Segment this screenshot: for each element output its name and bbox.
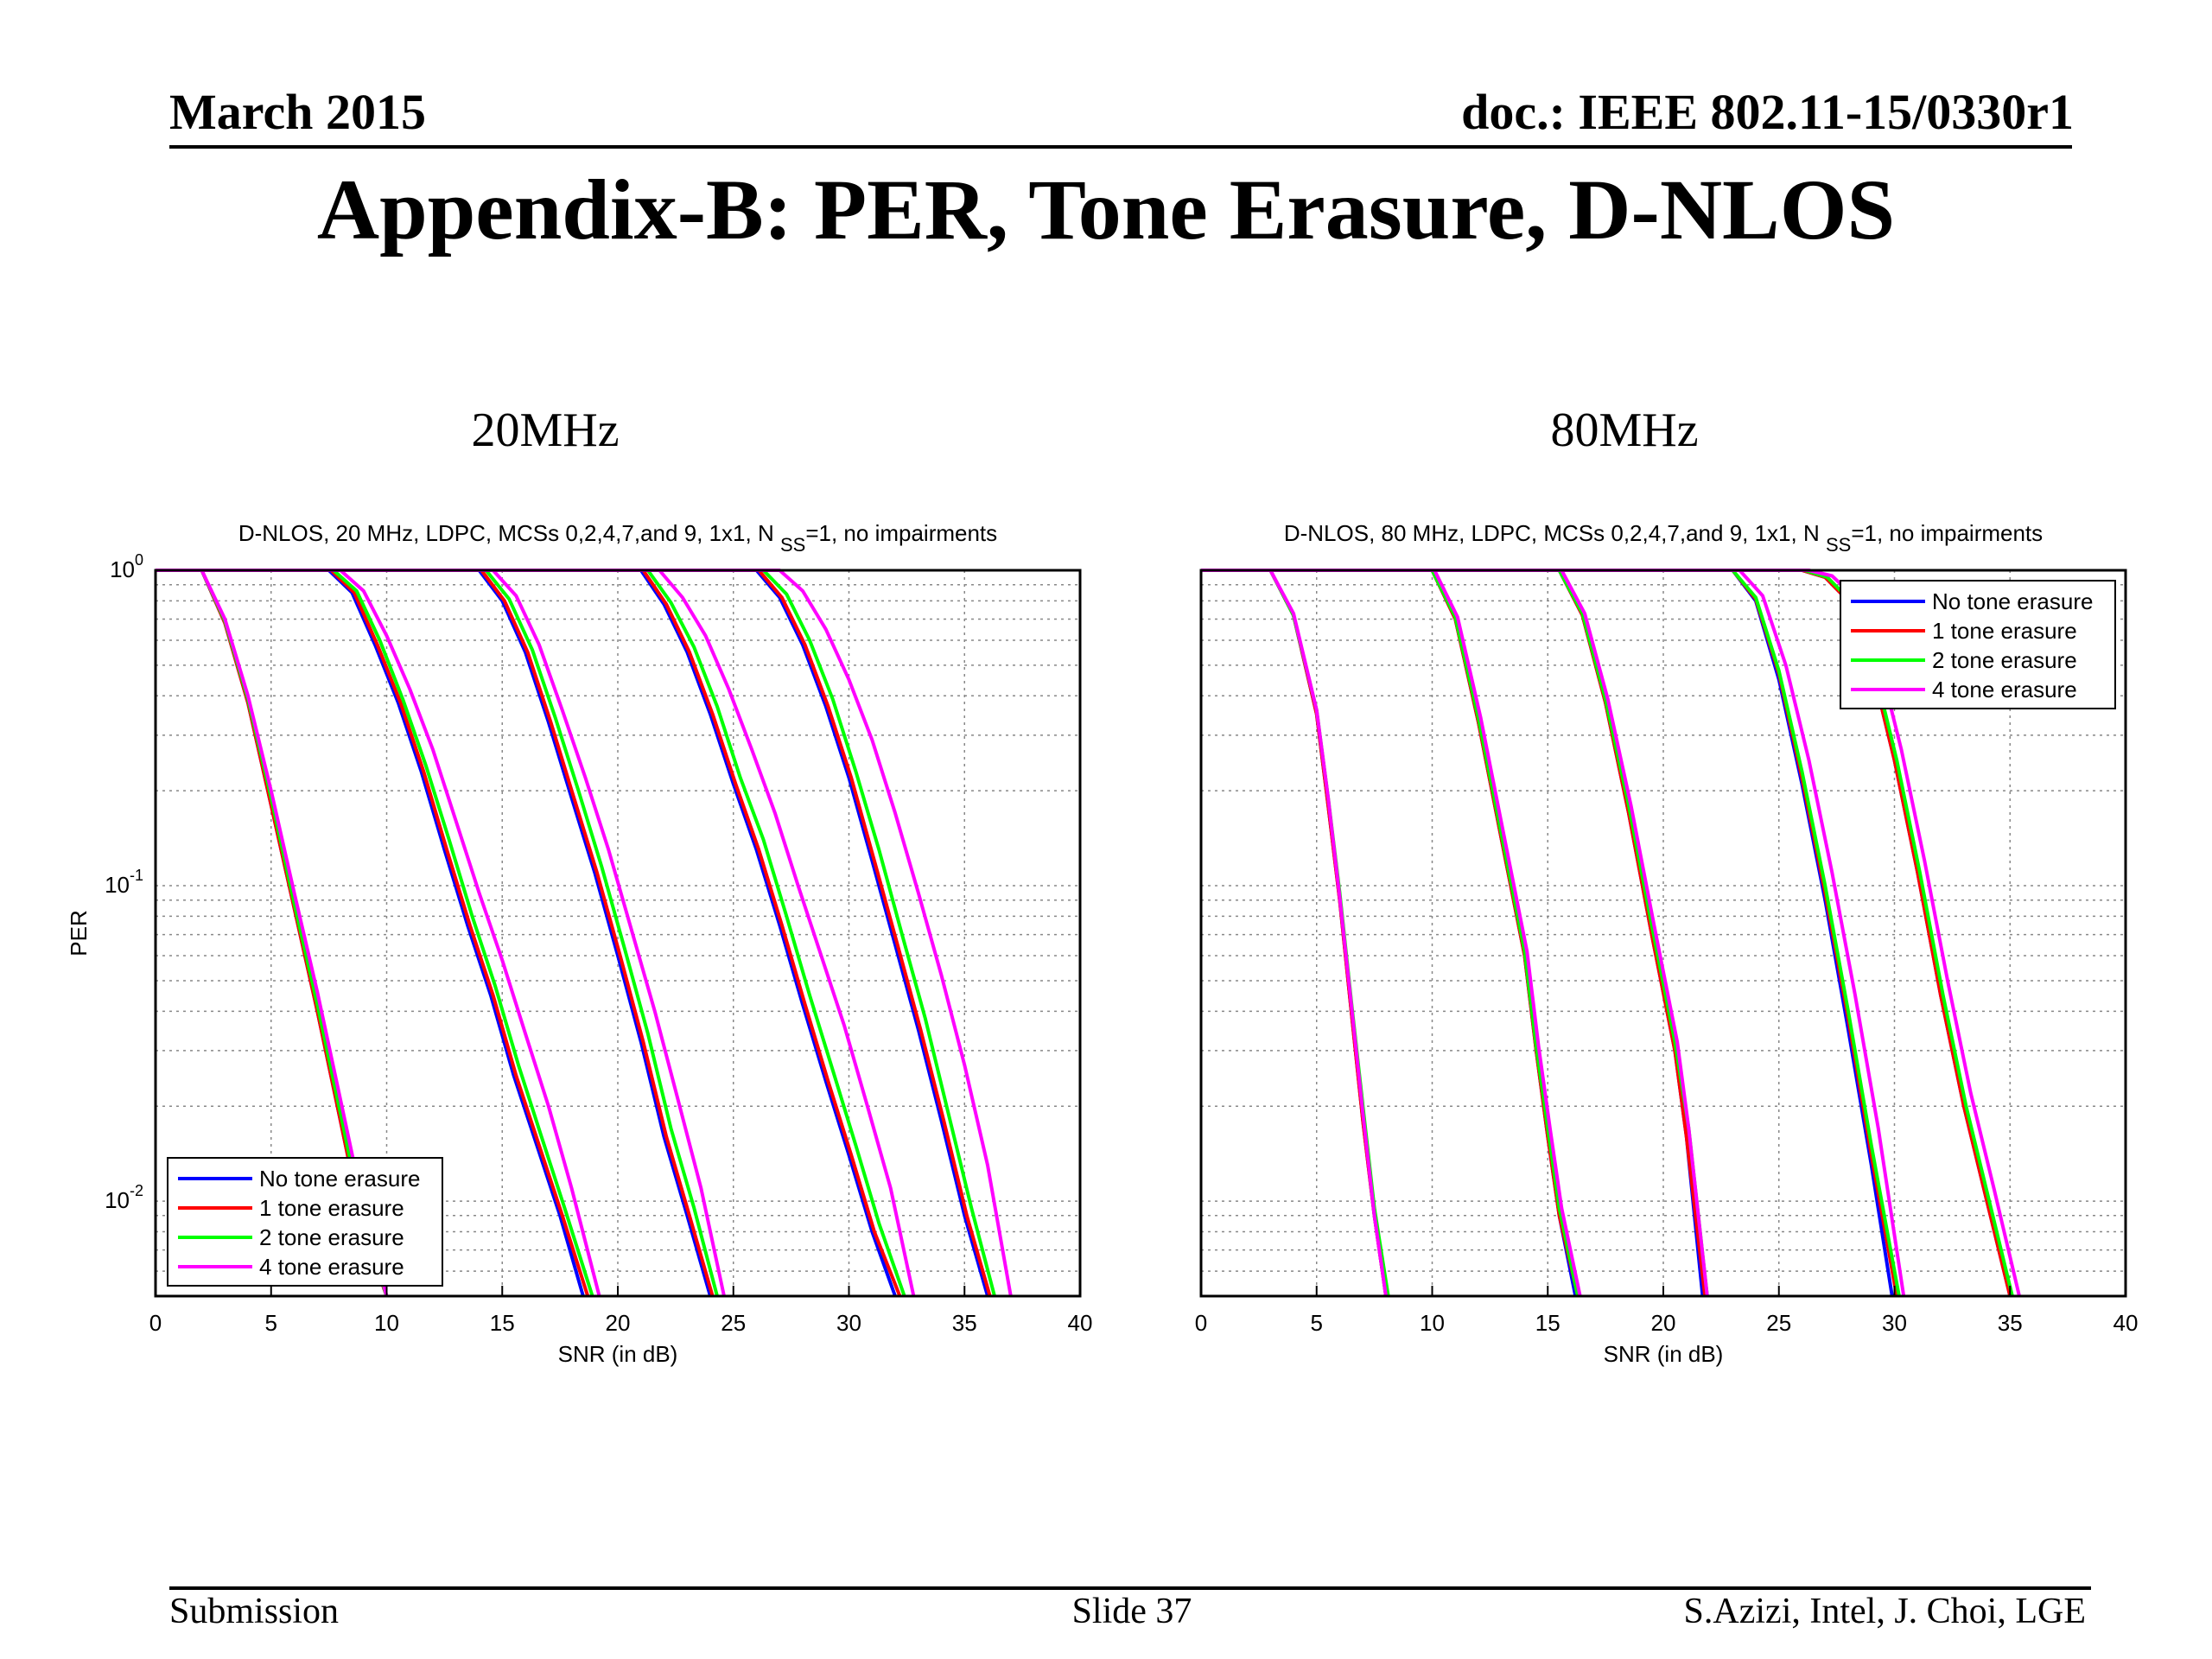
y-tick-label: 10-1: [105, 867, 143, 898]
per-curve: [1201, 569, 1582, 1297]
x-tick-label: 40: [2113, 1310, 2139, 1336]
x-tick-label: 10: [1420, 1310, 1445, 1336]
per-curve: [1201, 569, 1707, 1297]
x-tick-label: 35: [1998, 1310, 2023, 1336]
chart-title: D-NLOS, 80 MHz, LDPC, MCSs 0,2,4,7,and 9…: [1284, 520, 2043, 556]
footer-authors: S.Azizi, Intel, J. Choi, LGE: [1683, 1592, 2086, 1631]
per-curve: [156, 569, 601, 1297]
per-curve: [1201, 569, 2014, 1297]
per-curve: [1201, 569, 1906, 1297]
per-curve: [156, 569, 712, 1297]
header-doc-id: doc.: IEEE 802.11-15/0330r1: [1461, 84, 2074, 140]
header-rule: [169, 145, 2072, 149]
x-tick-label: 30: [1882, 1310, 1907, 1336]
per-curve: [1201, 569, 1388, 1297]
legend-label: No tone erasure: [1932, 588, 2093, 614]
x-axis-label: SNR (in dB): [1604, 1341, 1724, 1367]
per-curve: [156, 569, 594, 1297]
per-curve: [156, 569, 906, 1297]
header-date: March 2015: [169, 84, 426, 140]
x-tick-label: 0: [149, 1310, 162, 1336]
per-curve: [156, 569, 1013, 1297]
series-2-tone-erasure: [156, 569, 996, 1297]
per-curve: [156, 569, 590, 1297]
x-tick-label: 5: [265, 1310, 277, 1336]
x-tick-label: 35: [952, 1310, 977, 1336]
x-tick-label: 25: [721, 1310, 746, 1336]
panel-label-80mhz: 80MHz: [1550, 404, 1699, 457]
per-curve: [1201, 569, 1709, 1297]
x-tick-label: 30: [836, 1310, 861, 1336]
per-curve: [156, 569, 996, 1297]
per-curve: [156, 569, 715, 1297]
legend-label: 4 tone erasure: [1932, 677, 2077, 702]
per-curve: [156, 569, 719, 1297]
per-curve: [156, 569, 726, 1297]
per-curve: [1201, 569, 1388, 1297]
per-curve: [156, 569, 389, 1297]
x-tick-label: 20: [606, 1310, 631, 1336]
x-tick-label: 20: [1651, 1310, 1676, 1336]
series-4-tone-erasure: [1201, 569, 2021, 1297]
per-curve: [1201, 569, 1390, 1297]
per-curve: [1201, 569, 1388, 1297]
legend-label: 1 tone erasure: [259, 1195, 404, 1221]
footer-rule: [169, 1586, 2091, 1590]
per-curve: [156, 569, 902, 1297]
x-tick-label: 10: [374, 1310, 399, 1336]
legend: No tone erasure 1 tone erasure 2 tone eras…: [1840, 580, 2116, 709]
per-curve: [156, 569, 916, 1297]
footer-slide-number: Slide 37: [1071, 1592, 1192, 1631]
y-tick-label: 100: [110, 551, 143, 582]
legend-label: 4 tone erasure: [259, 1254, 404, 1280]
per-curve: [156, 569, 897, 1297]
y-axis-label: PER: [66, 910, 92, 956]
legend: No tone erasure 1 tone erasure 2 tone eras…: [167, 1157, 443, 1287]
y-tick-label: 10-2: [105, 1182, 143, 1213]
legend-label: 2 tone erasure: [1932, 647, 2077, 673]
x-tick-label: 15: [1535, 1310, 1560, 1336]
per-curve: [1201, 569, 1901, 1297]
legend-label: 1 tone erasure: [1932, 618, 2077, 644]
series-4-tone-erasure: [156, 569, 1013, 1297]
x-tick-label: 15: [490, 1310, 515, 1336]
per-curve: [156, 569, 992, 1297]
x-tick-label: 5: [1311, 1310, 1323, 1336]
per-curve: [1201, 569, 1709, 1297]
per-curve: [1201, 569, 1580, 1297]
x-axis-label: SNR (in dB): [558, 1341, 678, 1367]
per-curve: [1201, 569, 1705, 1297]
panel-label-20mhz: 20MHz: [471, 404, 620, 457]
per-chart-80mhz: 0 5 10 15 20 25 30 35 40 SNR (in dB) D-NLOS, 80 MH…: [1195, 520, 2139, 1367]
slide-title: Appendix-B: PER, Tone Erasure, D-NLOS: [316, 162, 1896, 257]
per-curve: [1201, 569, 2021, 1297]
per-chart-20mhz: 0 5 10 15 20 25 30 35 40 100 10-1 10-2 SNR (in dB) PE…: [66, 520, 1093, 1367]
footer-submission: Submission: [169, 1592, 340, 1631]
x-tick-label: 25: [1766, 1310, 1791, 1336]
chart-title: D-NLOS, 20 MHz, LDPC, MCSs 0,2,4,7,and 9…: [238, 520, 997, 556]
x-tick-label: 40: [1068, 1310, 1093, 1336]
legend-label: 2 tone erasure: [259, 1224, 404, 1250]
per-curve: [1201, 569, 1899, 1297]
legend-label: No tone erasure: [259, 1166, 420, 1192]
x-tick-label: 0: [1195, 1310, 1207, 1336]
